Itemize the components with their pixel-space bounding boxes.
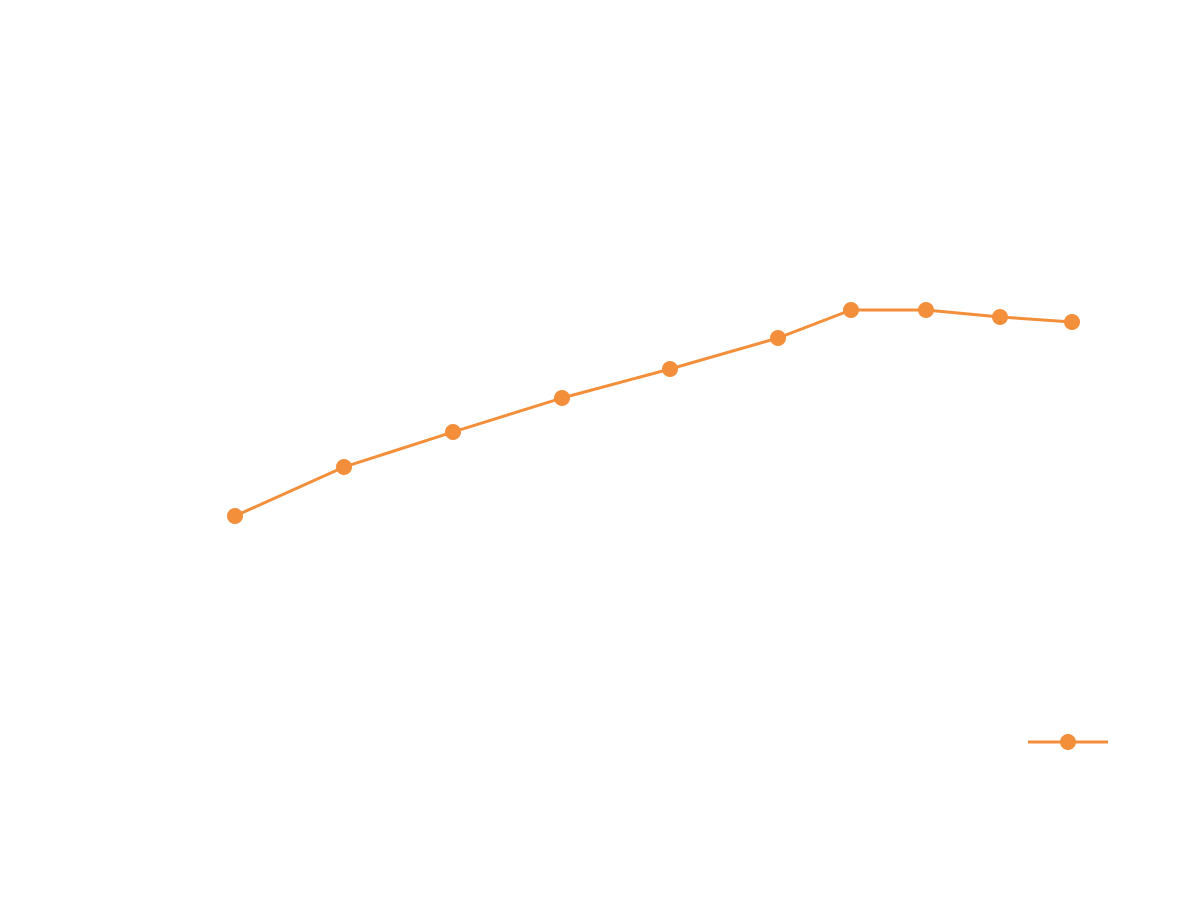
series-marker [770,330,786,346]
series-marker [992,309,1008,325]
series-marker [445,424,461,440]
series-marker [554,390,570,406]
legend-marker [1060,734,1076,750]
series-marker [1064,314,1080,330]
line-chart [0,0,1200,900]
series-marker [227,508,243,524]
chart-background [0,0,1200,900]
series-marker [918,302,934,318]
chart-svg [0,0,1200,900]
series-marker [843,302,859,318]
series-marker [336,459,352,475]
series-marker [662,361,678,377]
